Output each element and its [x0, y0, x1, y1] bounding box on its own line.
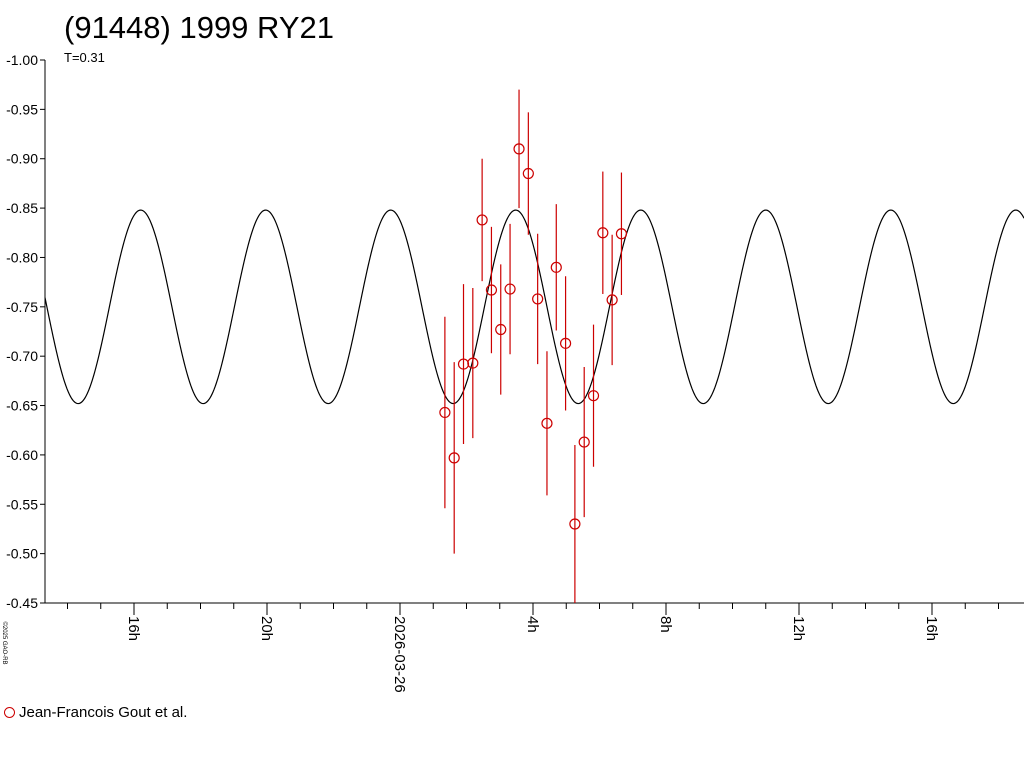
- y-tick-label: -0.60: [6, 447, 38, 463]
- x-tick-label: 2026-03-26: [391, 616, 408, 693]
- x-tick-label: 12h: [790, 616, 807, 641]
- x-tick-label: 20h: [258, 616, 275, 641]
- data-point: [457, 358, 470, 370]
- legend-marker-icon: [4, 706, 15, 718]
- y-tick-label: -0.65: [6, 398, 38, 414]
- data-point: [559, 337, 572, 349]
- data-point: [587, 390, 600, 402]
- data-points: [439, 89, 628, 603]
- x-tick-label: 16h: [125, 616, 142, 641]
- data-point: [485, 284, 498, 296]
- chart-subtitle: T=0.31: [64, 50, 105, 65]
- copyright-note: ©2025 GAO-RB: [1, 621, 7, 665]
- data-point: [495, 323, 507, 336]
- data-point: [504, 283, 516, 295]
- data-point: [597, 227, 609, 239]
- data-point: [615, 228, 628, 240]
- data-point: [532, 293, 544, 305]
- data-point: [606, 294, 618, 306]
- data-point: [476, 214, 488, 226]
- y-tick-label: -0.45: [6, 595, 38, 611]
- x-tick-label: 8h: [657, 616, 674, 633]
- data-point: [513, 143, 525, 155]
- chart-title: (91448) 1999 RY21: [64, 10, 335, 45]
- y-tick-label: -0.55: [6, 496, 38, 512]
- y-tick-label: -0.75: [6, 299, 38, 315]
- data-point: [541, 417, 553, 429]
- y-tick-label: -0.90: [6, 151, 38, 167]
- y-tick-label: -0.80: [6, 249, 38, 265]
- data-point: [467, 357, 479, 369]
- data-point: [439, 406, 451, 419]
- data-point: [550, 261, 562, 273]
- data-point: [569, 518, 581, 530]
- data-point: [578, 436, 590, 448]
- y-tick-label: -1.00: [6, 52, 38, 68]
- data-point: [522, 167, 534, 180]
- y-tick-label: -0.85: [6, 200, 38, 216]
- x-tick-label: 4h: [524, 616, 541, 633]
- y-tick-label: -0.70: [6, 348, 38, 364]
- data-point: [448, 452, 460, 464]
- axes: -1.00 -0.95 -0.90 -0.85 -0.80 -0.75 -0.70 -0.65…: [6, 52, 1024, 693]
- legend: Jean-Francois Gout et al.: [4, 704, 187, 722]
- model-curve-line: [44, 209, 1024, 405]
- legend-label: Jean-Francois Gout et al.: [19, 704, 188, 721]
- y-tick-label: -0.50: [6, 546, 38, 562]
- x-tick-label: 16h: [923, 616, 940, 641]
- y-tick-label: -0.95: [6, 101, 38, 117]
- model-curve: [44, 209, 1024, 405]
